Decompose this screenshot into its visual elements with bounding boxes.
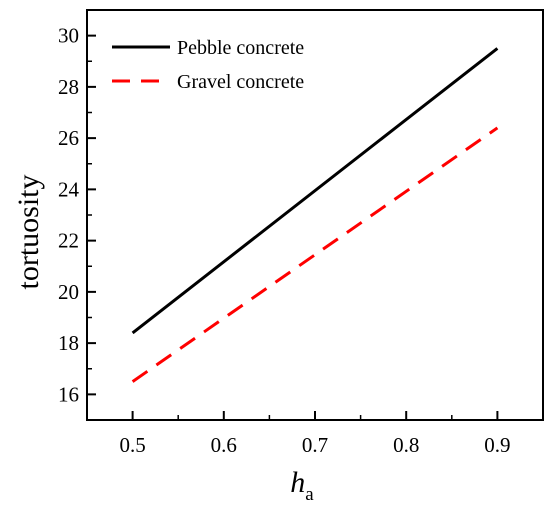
y-tick-label: 20 — [58, 280, 79, 304]
y-tick-label: 30 — [58, 24, 79, 48]
y-tick-label: 24 — [58, 177, 80, 201]
y-axis-title: tortuosity — [12, 174, 45, 289]
series-layer — [131, 47, 499, 383]
x-tick-label: 0.8 — [393, 433, 419, 457]
legend-label: Pebble concrete — [177, 37, 304, 59]
x-axis-title-main: h — [290, 466, 305, 499]
x-tick-label: 0.6 — [211, 433, 237, 457]
y-axis: 16 18 20 22 24 26 28 30 — [58, 9, 96, 421]
legend-label: Gravel concrete — [177, 71, 304, 93]
x-tick-label: 0.5 — [119, 433, 145, 457]
x-axis-title: ha — [290, 466, 314, 505]
y-tick-label: 16 — [58, 382, 79, 406]
series-line-pebble — [131, 47, 499, 335]
x-axis: 0.5 0.6 0.7 0.8 0.9 — [119, 411, 511, 457]
y-tick-label: 22 — [58, 229, 79, 253]
y-tick-label: 28 — [58, 75, 79, 99]
x-tick-label: 0.9 — [484, 433, 510, 457]
x-axis-title-subscript: a — [305, 484, 314, 505]
plot-frame — [86, 9, 544, 421]
plot-border — [86, 9, 544, 421]
x-tick-label: 0.7 — [302, 433, 328, 457]
y-tick-label: 18 — [58, 331, 79, 355]
legend: Pebble concrete Gravel concrete — [112, 37, 304, 93]
y-tick-label: 26 — [58, 126, 79, 150]
series-line-gravel — [131, 126, 499, 383]
